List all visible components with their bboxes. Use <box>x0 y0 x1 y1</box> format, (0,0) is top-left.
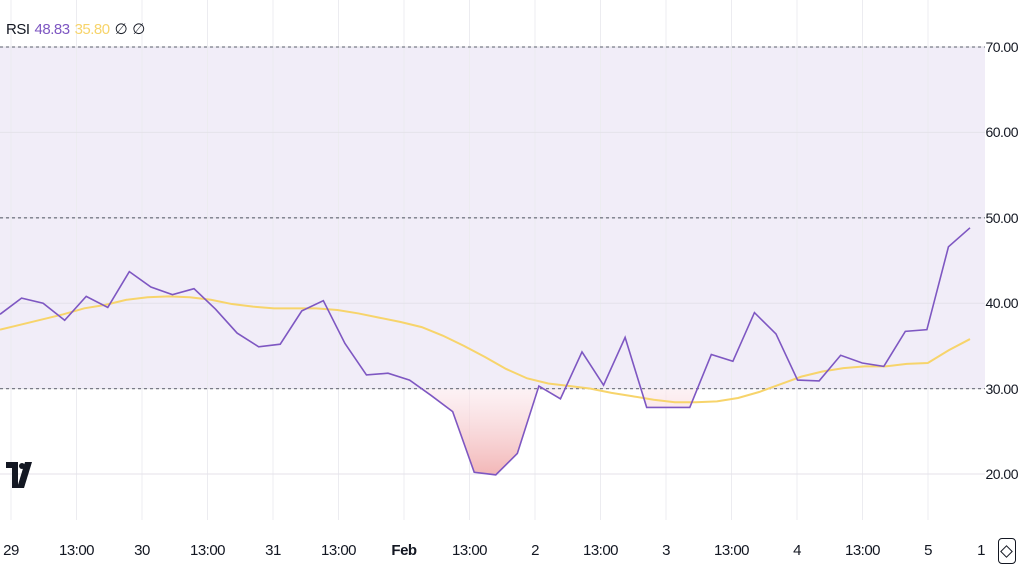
x-tick-label: Feb <box>391 542 417 559</box>
axis-settings-icon[interactable] <box>998 538 1016 564</box>
y-tick-label: 30.00 <box>985 380 1018 397</box>
x-tick-label: 2 <box>531 542 539 559</box>
y-tick-label: 40.00 <box>985 295 1018 312</box>
x-tick-label: 13:00 <box>189 542 226 559</box>
x-tick-label: 13:00 <box>58 542 95 559</box>
y-tick-label: 60.00 <box>985 124 1018 141</box>
x-tick-label: 13:00 <box>713 542 750 559</box>
legend-na-1: ∅ <box>114 21 128 38</box>
legend-na-2: ∅ <box>132 21 145 38</box>
legend-rsi-value: 48.83 <box>34 21 71 38</box>
x-tick-label: 13:00 <box>844 542 881 559</box>
tradingview-logo-icon[interactable] <box>6 458 32 492</box>
ma-series-line <box>0 295 971 404</box>
y-tick-label: 50.00 <box>985 209 1018 226</box>
x-tick-label: 13:00 <box>582 542 619 559</box>
oversold-fill <box>421 388 698 475</box>
x-tick-label: 13:00 <box>320 542 357 559</box>
indicator-legend: RSI 48.83 35.80 ∅ ∅ <box>6 20 145 38</box>
x-tick-label: 3 <box>662 542 670 559</box>
legend-name: RSI <box>6 21 30 38</box>
x-tick-label: 5 <box>924 542 932 559</box>
band-lines <box>0 46 985 390</box>
legend-ma-value: 35.80 <box>74 21 111 38</box>
x-tick-label: 1 <box>977 542 985 559</box>
x-tick-label: 29 <box>3 542 19 559</box>
x-tick-label: 31 <box>265 542 281 559</box>
rsi-series-line <box>0 227 971 476</box>
y-tick-label: 70.00 <box>985 39 1018 55</box>
x-tick-label: 4 <box>793 542 801 559</box>
grid-lines <box>0 0 985 520</box>
x-tick-label: 30 <box>134 542 150 559</box>
y-tick-label: 20.00 <box>985 466 1018 482</box>
x-tick-label: 13:00 <box>451 542 488 559</box>
